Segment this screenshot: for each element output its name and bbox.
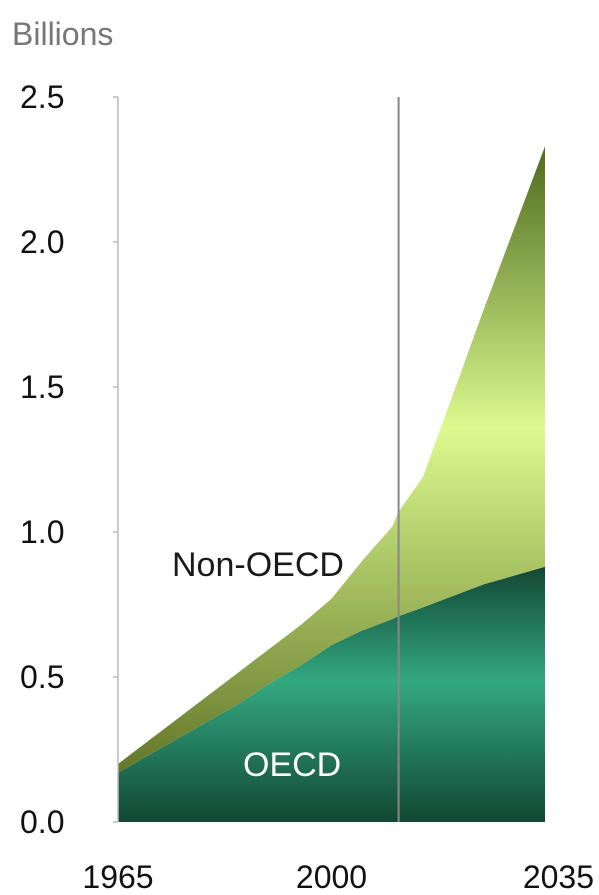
x-tick-label: 2035: [523, 859, 594, 895]
y-tick-label: 0.5: [20, 659, 64, 695]
x-tick-label: 1965: [82, 859, 153, 895]
series-label-oecd: OECD: [243, 746, 341, 784]
y-tick-label: 0.0: [20, 804, 64, 840]
x-tick-label: 2000: [296, 859, 367, 895]
area-non-oecd: [118, 146, 545, 773]
x-axis-ticks: 1965 2000 2035: [82, 859, 594, 895]
area-series: [118, 146, 545, 822]
y-tick-label: 1.0: [20, 514, 64, 550]
y-tick-label: 2.5: [20, 79, 64, 115]
area-oecd: [118, 566, 545, 822]
y-tick-label: 1.5: [20, 369, 64, 405]
unit-label: Billions: [12, 16, 113, 52]
y-axis-ticks: 0.0 0.5 1.0 1.5 2.0 2.5: [20, 79, 118, 840]
y-tick-label: 2.0: [20, 224, 64, 260]
series-label-non-oecd: Non-OECD: [172, 546, 344, 584]
